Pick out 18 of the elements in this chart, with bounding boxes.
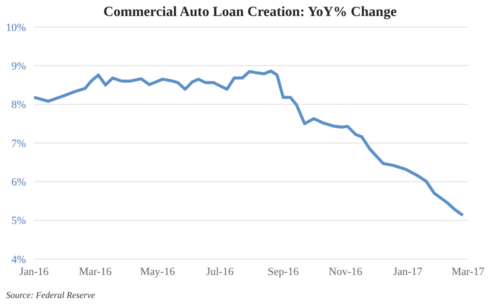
chart-title: Commercial Auto Loan Creation: YoY% Change — [102, 5, 398, 21]
source-note: Source: Federal Reserve — [6, 290, 96, 300]
y-tick-label: 5% — [11, 215, 26, 228]
y-tick-label: 6% — [11, 176, 26, 189]
x-tick-label: May-16 — [140, 266, 176, 278]
x-tick-label: Mar-16 — [78, 266, 112, 278]
x-tick-label: Jan-16 — [19, 266, 50, 278]
x-tick-label: Mar-17 — [452, 266, 485, 278]
line-series — [34, 70, 464, 217]
x-tick-label: Jul-16 — [206, 266, 234, 278]
y-tick-label: 9% — [11, 60, 26, 73]
x-tick-label: Sep-16 — [268, 266, 300, 278]
x-tick-label: Nov-16 — [328, 266, 363, 278]
y-tick-label: 4% — [11, 254, 26, 266]
y-tick-label: 8% — [11, 99, 26, 112]
x-tick-label: Jan-17 — [393, 266, 423, 278]
y-tick-label: 7% — [11, 138, 26, 150]
y-tick-label: 10% — [6, 22, 26, 34]
